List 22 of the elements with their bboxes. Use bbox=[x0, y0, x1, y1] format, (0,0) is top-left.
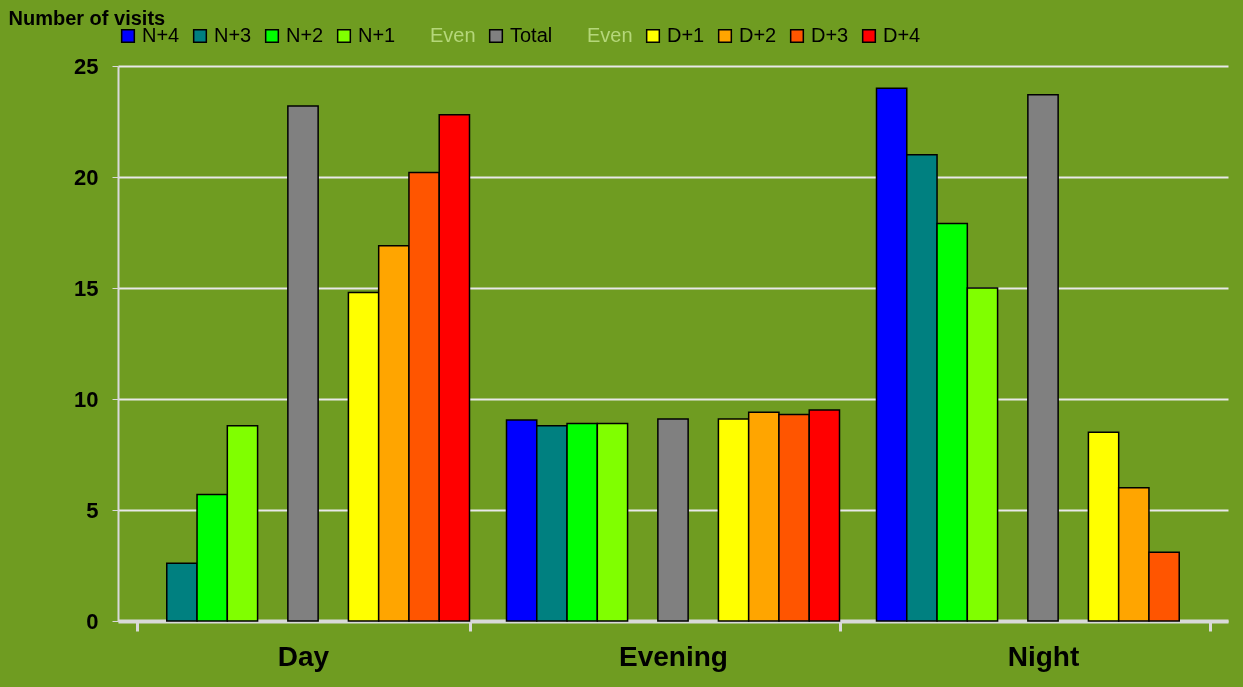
bar bbox=[1027, 94, 1059, 622]
y-tick-label: 0 bbox=[86, 608, 99, 634]
x-tick-label: Day bbox=[277, 640, 330, 672]
legend-label: N+3 bbox=[214, 24, 252, 46]
legend-label: Even bbox=[430, 24, 476, 46]
x-tick-label: Evening bbox=[619, 640, 728, 672]
legend-label: Total bbox=[510, 24, 553, 46]
bar bbox=[287, 105, 319, 622]
legend-label: N+2 bbox=[286, 24, 324, 46]
y-tick-label: 20 bbox=[74, 164, 99, 190]
bar bbox=[657, 418, 689, 622]
legend-label: N+1 bbox=[358, 24, 396, 46]
y-tick-label: 5 bbox=[86, 497, 99, 523]
legend-label: D+1 bbox=[667, 24, 705, 46]
legend-label: D+4 bbox=[883, 24, 921, 46]
legend-label: D+2 bbox=[739, 24, 777, 46]
legend-label: D+3 bbox=[811, 24, 849, 46]
y-tick-label: 25 bbox=[74, 53, 99, 79]
x-tick-label: Night bbox=[1007, 640, 1080, 672]
y-tick-label: 15 bbox=[74, 275, 99, 301]
y-tick-label: 10 bbox=[74, 386, 99, 412]
legend-label: Even bbox=[587, 24, 633, 46]
